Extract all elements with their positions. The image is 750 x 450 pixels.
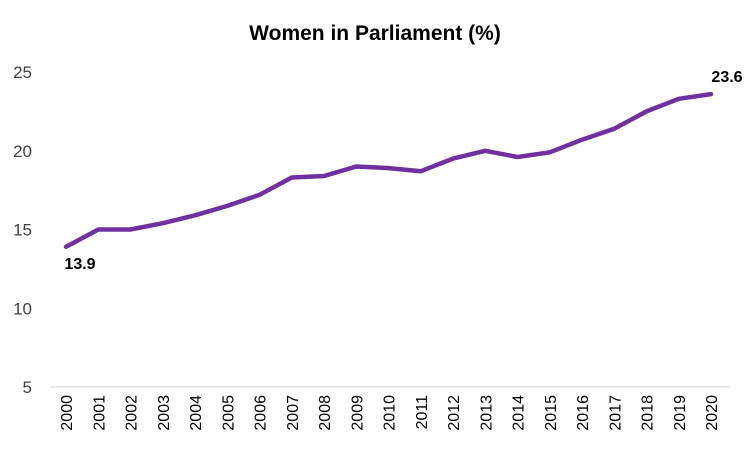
x-tick-label: 2019 <box>672 395 689 431</box>
x-tick-label: 2017 <box>607 395 624 431</box>
y-tick-label: 5 <box>23 378 32 397</box>
data-label: 13.9 <box>64 256 95 273</box>
x-tick-label: 2003 <box>156 395 173 431</box>
x-tick-label: 2012 <box>446 395 463 431</box>
x-tick-label: 2016 <box>575 395 592 431</box>
y-tick-label: 25 <box>13 63 32 82</box>
x-tick-label: 2001 <box>91 395 108 431</box>
y-axis-ticks: 5 10 15 20 25 <box>13 63 32 397</box>
data-label: 23.6 <box>711 69 742 86</box>
chart-title: Women in Parliament (%) <box>249 22 501 45</box>
y-tick-label: 20 <box>13 142 32 161</box>
x-tick-label: 2020 <box>704 395 721 431</box>
y-tick-label: 15 <box>13 221 32 240</box>
x-tick-label: 2009 <box>349 395 366 431</box>
x-tick-label: 2007 <box>285 395 302 431</box>
x-tick-label: 2013 <box>478 395 495 431</box>
x-tick-label: 2014 <box>511 395 528 431</box>
x-tick-label: 2006 <box>253 395 270 431</box>
x-tick-label: 2018 <box>640 395 657 431</box>
x-tick-label: 2004 <box>188 395 205 431</box>
x-tick-label: 2000 <box>59 395 76 431</box>
x-tick-label: 2010 <box>382 395 399 431</box>
x-tick-label: 2002 <box>124 395 141 431</box>
x-tick-label: 2011 <box>414 395 431 430</box>
x-axis-ticks: 2000 2001 2002 2003 2004 2005 2006 2007 2008 2009… <box>59 395 721 431</box>
data-labels: 13.9 23.6 <box>64 69 742 273</box>
x-tick-label: 2005 <box>220 395 237 431</box>
x-tick-label: 2015 <box>543 395 560 431</box>
x-tick-label: 2008 <box>317 395 334 431</box>
series-line <box>63 91 714 250</box>
y-tick-label: 10 <box>13 299 32 318</box>
